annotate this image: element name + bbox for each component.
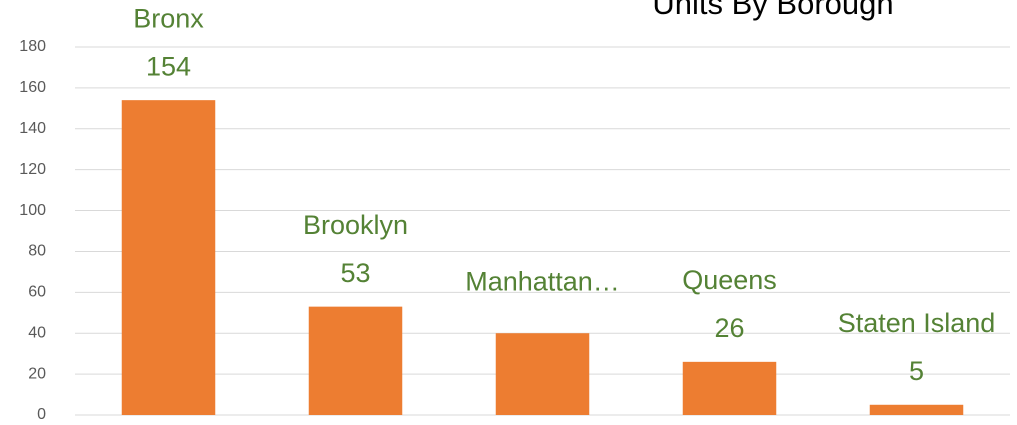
y-tick-label: 120 — [19, 161, 46, 178]
bar — [682, 361, 777, 415]
bar — [308, 306, 403, 415]
y-tick-label: 100 — [19, 202, 46, 219]
y-tick-label: 0 — [37, 406, 46, 423]
y-tick-label: 140 — [19, 120, 46, 137]
chart-title: Units By Borough — [652, 0, 893, 21]
y-tick-label: 40 — [28, 324, 46, 341]
data-label: 53 — [340, 258, 370, 288]
bar — [495, 333, 590, 415]
category-label: Bronx — [133, 3, 204, 33]
category-label: Queens — [682, 265, 777, 295]
data-label: 5 — [909, 356, 924, 386]
y-tick-label: 20 — [28, 365, 46, 382]
bar — [121, 100, 216, 416]
category-label: Staten Island — [838, 308, 996, 338]
category-label: Brooklyn — [303, 210, 408, 240]
category-label: Manhattan… — [465, 266, 620, 296]
y-tick-label: 160 — [19, 79, 46, 96]
bar — [869, 404, 964, 415]
y-tick-label: 80 — [28, 243, 46, 260]
y-tick-label: 60 — [28, 284, 46, 301]
data-label: 154 — [146, 51, 191, 81]
data-label: 26 — [714, 313, 744, 343]
y-tick-label: 180 — [19, 38, 46, 55]
